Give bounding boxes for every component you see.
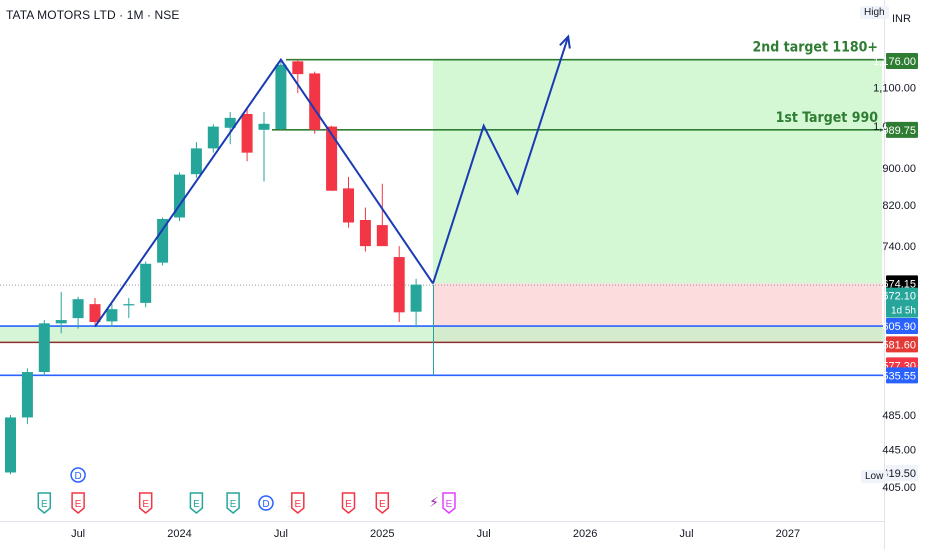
candle-body-2023-04 — [21, 372, 33, 418]
price-label-7: 535.55 — [882, 370, 916, 382]
price-label-2: 674.15 — [882, 278, 916, 290]
y-tick-7: 405.00 — [882, 482, 916, 494]
earnings-marker-3 — [138, 492, 153, 514]
candle-body-2024-11 — [343, 188, 354, 223]
support-zone — [0, 326, 884, 343]
candle-body-2023-03 — [5, 417, 16, 473]
candle-body-2024-02 — [190, 148, 202, 175]
event-label-9: E — [379, 499, 386, 510]
candle-body-2024-08 — [292, 61, 304, 75]
high-chip: High — [860, 6, 889, 19]
currency-label[interactable]: INR — [892, 13, 911, 25]
y-tick-3: 820.00 — [882, 200, 916, 212]
earnings-marker-7 — [291, 492, 305, 514]
annotation-0: 2nd target 1180+ — [753, 40, 878, 56]
event-label-0: E — [41, 499, 48, 510]
candle-body-2024-06 — [258, 123, 270, 130]
x-tick-4: Jul — [477, 528, 491, 540]
earnings-marker-0 — [37, 492, 52, 514]
trend-line-0 — [94, 57, 434, 328]
price-label-box-1 — [886, 121, 918, 138]
price-label-0: 1,176.00 — [873, 56, 916, 68]
event-label-1: E — [75, 499, 82, 510]
candle-body-2023-07 — [72, 299, 84, 319]
price-label-1: 989.75 — [882, 125, 916, 137]
price-label-3: 672.10 — [882, 291, 916, 303]
projection-arrowhead — [559, 34, 571, 49]
x-tick-5: 2026 — [573, 528, 597, 540]
candle-body-2025-03 — [410, 284, 422, 312]
price-label-box-2 — [886, 275, 918, 292]
x-tick-0: Jul — [71, 528, 85, 540]
event-label-2: D — [74, 471, 81, 482]
price-label-4: 605.90 — [882, 321, 916, 333]
candle-body-2024-03 — [207, 126, 219, 149]
candle-body-2025-02 — [393, 257, 405, 313]
x-tick-6: Jul — [679, 528, 693, 540]
annotation-1: 1st Target 990 — [776, 110, 879, 126]
candle-body-2024-10 — [326, 126, 338, 191]
price-label-box-7 — [886, 367, 918, 384]
candle-body-2023-10 — [123, 304, 135, 306]
target-zone — [433, 59, 882, 284]
x-tick-1: 2024 — [167, 528, 191, 540]
candle-body-2024-07 — [275, 64, 287, 129]
earnings-marker-9 — [375, 492, 390, 514]
dividend-marker-6 — [258, 495, 274, 511]
y-tick-6: 445.00 — [882, 444, 916, 456]
price-label-8: 419.50 — [882, 468, 916, 480]
y-tick-0: 1,100.00 — [873, 83, 916, 95]
candle-body-2023-06 — [55, 320, 67, 324]
event-label-5: E — [230, 499, 237, 510]
low-chip: Low — [861, 470, 888, 483]
price-label-box-5 — [886, 336, 918, 353]
price-label-box-8 — [886, 464, 918, 481]
candle-body-2024-12 — [359, 219, 371, 247]
price-label-box-3 — [886, 287, 918, 318]
x-tick-3: 2025 — [370, 528, 394, 540]
candle-body-2025-01 — [376, 225, 388, 247]
y-tick-5: 485.00 — [882, 410, 916, 422]
earnings-marker-10 — [442, 492, 456, 514]
event-label-8: E — [345, 499, 352, 510]
price-label-box-0 — [886, 53, 918, 69]
earnings-marker-8 — [341, 492, 356, 514]
price-label-5: 581.60 — [882, 339, 916, 351]
event-label-6: D — [262, 499, 269, 510]
event-label-10: E — [446, 499, 453, 510]
price-label-sub-3: 1d 5h — [891, 306, 916, 317]
flash-icon: ⚡ — [429, 495, 439, 511]
dividend-marker-2 — [70, 467, 86, 483]
projection-path — [432, 36, 570, 284]
chart-title: TATA MOTORS LTD · 1M · NSE — [6, 8, 180, 22]
candle-body-2024-04 — [224, 117, 236, 128]
earnings-marker-5 — [226, 492, 240, 514]
price-axis-bg — [884, 0, 932, 550]
price-label-box-4 — [886, 318, 918, 335]
earnings-marker-1 — [71, 492, 85, 514]
y-tick-4: 740.00 — [882, 241, 916, 253]
event-label-3: E — [142, 499, 149, 510]
event-label-7: E — [294, 499, 301, 510]
candle-body-2024-05 — [241, 113, 253, 153]
candle-body-2024-01 — [174, 174, 185, 218]
y-tick-2: 900.00 — [882, 163, 916, 175]
candle-body-2023-08 — [89, 304, 101, 323]
candle-body-2023-11 — [140, 263, 152, 303]
candle-body-2023-12 — [157, 218, 169, 263]
candle-body-2024-09 — [309, 73, 321, 130]
earnings-marker-4 — [189, 492, 204, 514]
x-tick-2: Jul — [274, 528, 288, 540]
x-tick-7: 2027 — [776, 528, 800, 540]
candle-body-2023-05 — [38, 323, 50, 373]
candle-body-2023-09 — [106, 309, 118, 322]
event-label-4: E — [193, 499, 200, 510]
